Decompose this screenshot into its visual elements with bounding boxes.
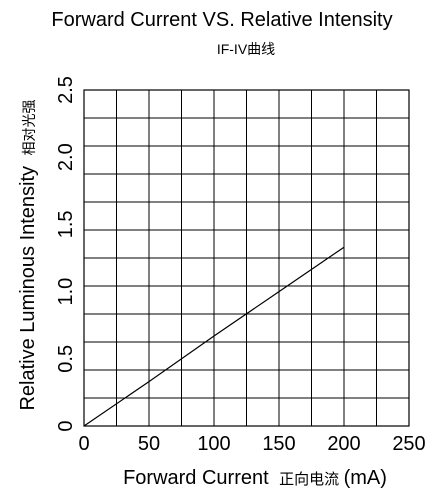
x-tick-label: 50 <box>138 433 160 455</box>
x-tick-labels: 0 50 100 150 200 250 <box>78 433 425 455</box>
x-tick-label: 0 <box>78 433 89 455</box>
y-tick-label: 2.5 <box>55 76 77 104</box>
y-tick-label: 0.5 <box>55 345 77 373</box>
grid <box>84 90 409 426</box>
x-tick-label: 250 <box>392 433 425 455</box>
x-tick-label: 150 <box>262 433 295 455</box>
y-tick-label: 2.0 <box>55 143 77 171</box>
y-tick-label: 1.5 <box>55 210 77 238</box>
x-tick-label: 200 <box>327 433 360 455</box>
chart-subtitle: IF-IV曲线 <box>217 41 275 57</box>
y-axis-label-cn: 相对光强 <box>21 99 37 155</box>
y-tick-label: 0 <box>55 420 77 431</box>
series-group <box>83 246 345 427</box>
y-tick-labels: 0 0.5 1.0 1.5 2.0 2.5 <box>55 76 77 431</box>
x-axis-label-unit: (mA) <box>344 467 387 489</box>
x-axis-label-cn: 正向电流 <box>279 471 339 488</box>
plot-frame <box>83 89 410 427</box>
chart-title: Forward Current VS. Relative Intensity <box>51 9 392 31</box>
x-tick-label: 100 <box>197 433 230 455</box>
x-axis-label: Forward Current 正向电流 (mA) <box>123 467 387 489</box>
y-axis-label-en: Relative Luminous Intensity <box>17 166 39 411</box>
series-line <box>83 246 345 427</box>
y-axis-label: Relative Luminous Intensity 相对光强 <box>17 99 39 410</box>
x-axis-label-en: Forward Current <box>123 467 269 489</box>
y-tick-label: 1.0 <box>55 278 77 306</box>
